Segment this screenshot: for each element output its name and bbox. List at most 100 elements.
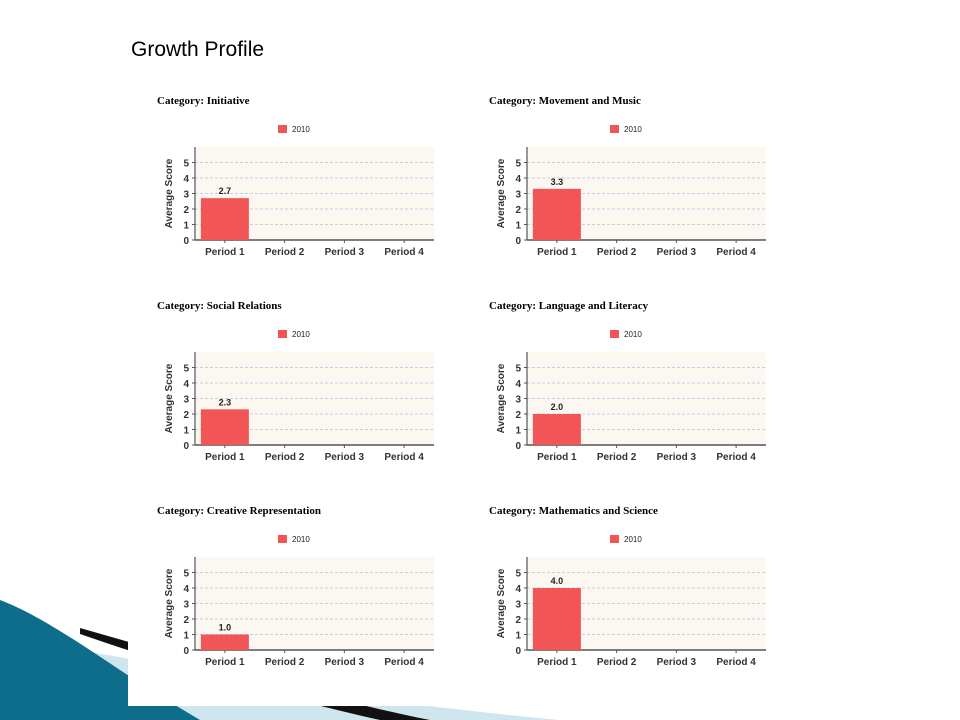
x-tick-label: Period 2 <box>597 247 637 258</box>
y-tick-label: 5 <box>515 569 521 580</box>
bar-chart: Category: Social Relations 2010 0 1 2 3 4 5 Aver… <box>157 300 434 463</box>
bar <box>200 634 249 650</box>
x-tick-label: Period 3 <box>657 657 697 668</box>
bar <box>200 198 249 240</box>
x-tick-label: Period 1 <box>205 452 245 463</box>
y-tick-label: 5 <box>183 364 189 375</box>
y-tick-label: 5 <box>515 364 521 375</box>
y-tick-label: 2 <box>183 615 189 626</box>
y-axis-label: Average Score <box>164 158 175 228</box>
x-tick-label: Period 1 <box>537 657 577 668</box>
legend-label: 2010 <box>292 535 310 544</box>
chart-title: Category: Initiative <box>157 95 250 107</box>
chart-title: Category: Language and Literacy <box>489 300 649 312</box>
bar-value-label: 4.0 <box>551 576 564 586</box>
x-tick-label: Period 4 <box>716 657 756 668</box>
y-tick-label: 3 <box>515 600 521 611</box>
x-tick-label: Period 4 <box>384 452 424 463</box>
x-tick-label: Period 2 <box>265 452 305 463</box>
x-tick-label: Period 3 <box>657 247 697 258</box>
bar-chart: Category: Movement and Music 2010 0 1 2 3 4 5 Av… <box>489 95 766 258</box>
legend-swatch <box>278 535 287 543</box>
bar-value-label: 3.3 <box>551 177 564 187</box>
y-tick-label: 5 <box>183 159 189 170</box>
x-tick-label: Period 2 <box>597 657 637 668</box>
x-tick-label: Period 1 <box>537 247 577 258</box>
bar-chart: Category: Creative Representation 2010 0 1 2… <box>157 505 434 668</box>
chart-title: Category: Movement and Music <box>489 95 641 107</box>
legend-swatch <box>278 125 287 133</box>
x-tick-label: Period 1 <box>205 247 245 258</box>
y-tick-label: 5 <box>515 159 521 170</box>
y-tick-label: 2 <box>183 205 189 216</box>
chart-title: Category: Mathematics and Science <box>489 505 658 517</box>
chart-panel: Category: Mathematics and Science 2010 0 1 2… <box>487 502 807 702</box>
y-tick-label: 4 <box>183 584 189 595</box>
bar <box>532 188 581 240</box>
y-tick-label: 0 <box>183 441 189 452</box>
bar-chart: Category: Initiative 2010 0 1 2 3 4 5 Average Sc… <box>157 95 434 258</box>
y-tick-label: 1 <box>183 631 189 642</box>
x-tick-label: Period 1 <box>205 657 245 668</box>
legend-swatch <box>610 535 619 543</box>
y-tick-label: 4 <box>515 584 521 595</box>
x-tick-label: Period 3 <box>657 452 697 463</box>
y-tick-label: 1 <box>515 221 521 232</box>
y-axis-label: Average Score <box>164 363 175 433</box>
chart-panel: Category: Social Relations 2010 0 1 2 3 4 5 Aver… <box>155 297 475 497</box>
y-tick-label: 0 <box>183 646 189 657</box>
legend-swatch <box>610 330 619 338</box>
legend-swatch <box>278 330 287 338</box>
bar <box>532 414 581 445</box>
x-tick-label: Period 1 <box>537 452 577 463</box>
chart-panel: Category: Creative Representation 2010 0 1 2… <box>155 502 475 702</box>
chart-title: Category: Social Relations <box>157 300 282 312</box>
bar-chart: Category: Language and Literacy 2010 0 1 2 3 4… <box>489 300 766 463</box>
y-tick-label: 2 <box>515 615 521 626</box>
y-tick-label: 1 <box>183 426 189 437</box>
y-tick-label: 0 <box>183 236 189 247</box>
y-tick-label: 0 <box>515 646 521 657</box>
chart-title: Category: Creative Representation <box>157 505 321 517</box>
x-tick-label: Period 4 <box>384 657 424 668</box>
legend-label: 2010 <box>624 535 642 544</box>
bar-value-label: 2.7 <box>219 186 232 196</box>
legend-label: 2010 <box>624 330 642 339</box>
y-tick-label: 3 <box>183 600 189 611</box>
y-tick-label: 1 <box>515 426 521 437</box>
bar <box>532 588 581 650</box>
bar-value-label: 1.0 <box>219 623 232 633</box>
x-tick-label: Period 3 <box>325 247 365 258</box>
legend-label: 2010 <box>624 125 642 134</box>
y-tick-label: 2 <box>515 410 521 421</box>
bar <box>200 409 249 445</box>
y-tick-label: 1 <box>183 221 189 232</box>
chart-panel: Category: Language and Literacy 2010 0 1 2 3 4… <box>487 297 807 497</box>
y-tick-label: 4 <box>515 379 521 390</box>
y-axis-label: Average Score <box>496 568 507 638</box>
y-tick-label: 0 <box>515 441 521 452</box>
legend-label: 2010 <box>292 330 310 339</box>
x-tick-label: Period 3 <box>325 452 365 463</box>
y-tick-label: 3 <box>183 395 189 406</box>
legend-label: 2010 <box>292 125 310 134</box>
x-tick-label: Period 2 <box>597 452 637 463</box>
bar-value-label: 2.0 <box>551 402 564 412</box>
y-tick-label: 2 <box>515 205 521 216</box>
chart-panel: Category: Initiative 2010 0 1 2 3 4 5 Average Sc… <box>155 92 475 292</box>
bar-chart: Category: Mathematics and Science 2010 0 1 2… <box>489 505 766 668</box>
bar-value-label: 2.3 <box>219 397 232 407</box>
y-axis-label: Average Score <box>496 363 507 433</box>
y-tick-label: 4 <box>183 174 189 185</box>
chart-panel: Category: Movement and Music 2010 0 1 2 3 4 5 Av… <box>487 92 807 292</box>
y-tick-label: 2 <box>183 410 189 421</box>
y-tick-label: 4 <box>515 174 521 185</box>
y-tick-label: 3 <box>515 395 521 406</box>
x-tick-label: Period 4 <box>716 247 756 258</box>
x-tick-label: Period 3 <box>325 657 365 668</box>
x-tick-label: Period 2 <box>265 247 305 258</box>
y-axis-label: Average Score <box>164 568 175 638</box>
slide-title: Growth Profile <box>131 38 265 61</box>
x-tick-label: Period 4 <box>384 247 424 258</box>
